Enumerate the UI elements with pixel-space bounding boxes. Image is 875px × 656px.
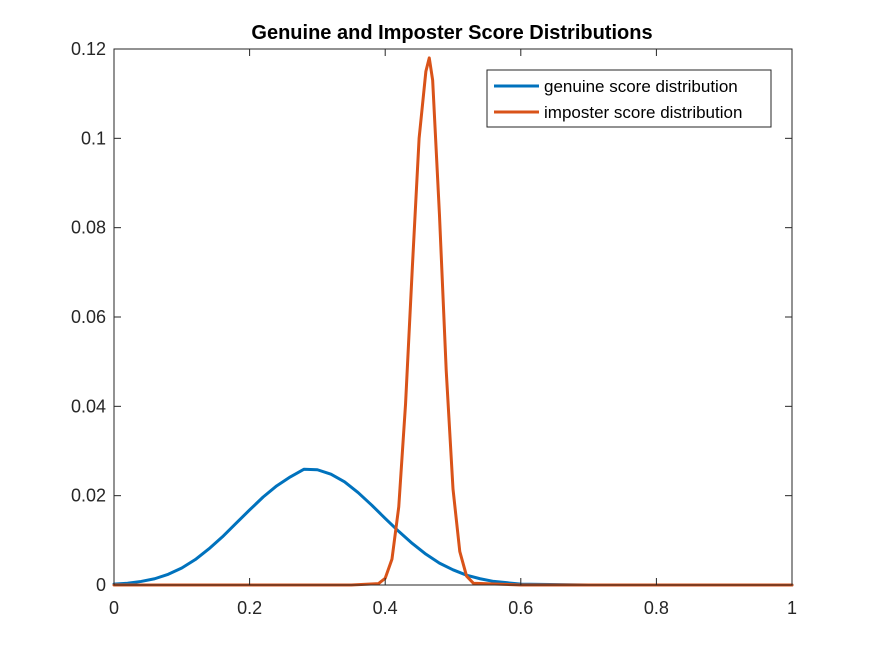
x-tick-label: 1 — [787, 598, 797, 618]
x-tick-label: 0.6 — [508, 598, 533, 618]
x-tick-label: 0.8 — [644, 598, 669, 618]
legend-label-genuine: genuine score distribution — [544, 77, 738, 96]
series-line-genuine — [112, 467, 794, 587]
y-tick-label: 0.04 — [71, 396, 106, 416]
legend-label-imposter: imposter score distribution — [544, 103, 742, 122]
series-line-imposter — [112, 56, 794, 587]
x-tick-label: 0.4 — [373, 598, 398, 618]
legend-box — [486, 69, 772, 128]
y-tick-label: 0.06 — [71, 307, 106, 327]
y-tick-label: 0.1 — [81, 128, 106, 148]
y-tick-label: 0.08 — [71, 218, 106, 238]
y-tick-label: 0.12 — [71, 39, 106, 59]
x-tick-label: 0 — [109, 598, 119, 618]
y-tick-label: 0.02 — [71, 486, 106, 506]
chart-title: Genuine and Imposter Score Distributions — [251, 22, 652, 44]
series-layer — [112, 56, 794, 587]
legend: genuine score distribution imposter scor… — [486, 69, 772, 128]
y-tick-label: 0 — [96, 575, 106, 595]
x-tick-label: 0.2 — [237, 598, 262, 618]
axes-layer: 0 0.2 0.4 0.6 0.8 1 0 0.02 0.04 0.06 0.08 0.1 0.12 — [71, 39, 797, 618]
plot-area — [114, 49, 792, 585]
